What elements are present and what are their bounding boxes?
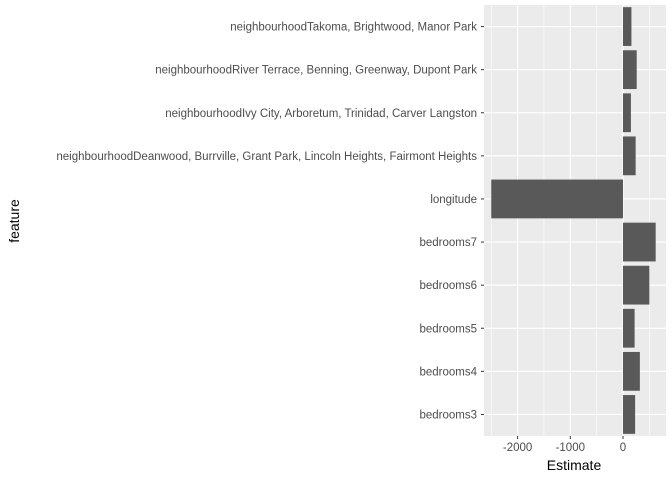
x-tick-label: -1000 <box>556 442 585 454</box>
bar-7 <box>623 93 631 133</box>
y-tick-label: neighbourhoodRiver Terrace, Benning, Gre… <box>155 65 477 77</box>
y-tick-label: neighbourhoodIvy City, Arboretum, Trinid… <box>165 108 477 120</box>
bar-2 <box>623 308 635 348</box>
bar-1 <box>623 351 640 391</box>
y-tick-label: neighbourhoodDeanwood, Burrville, Grant … <box>56 151 477 163</box>
x-tick-label: -2000 <box>503 442 532 454</box>
x-axis-title: Estimate <box>547 457 602 473</box>
bar-4 <box>623 222 656 262</box>
bar-5 <box>491 179 623 219</box>
y-axis-title: feature <box>6 199 22 243</box>
bar-0 <box>623 395 636 434</box>
bar-6 <box>623 136 636 176</box>
y-tick-label: bedrooms3 <box>419 409 477 421</box>
y-tick-label: bedrooms6 <box>419 280 477 292</box>
y-tick-label: neighbourhoodTakoma, Brightwood, Manor P… <box>230 22 477 34</box>
y-tick-label: bedrooms7 <box>419 237 477 249</box>
bar-3 <box>623 265 650 305</box>
y-tick-label: longitude <box>430 194 477 206</box>
bar-9 <box>623 7 632 46</box>
bar-8 <box>623 50 637 90</box>
y-tick-label: bedrooms5 <box>419 323 477 335</box>
y-axis: bedrooms3 bedrooms4 bedrooms5 bedrooms6 bedr… <box>56 22 484 421</box>
x-tick-label: 0 <box>620 442 626 454</box>
bars <box>491 7 656 434</box>
y-tick-label: bedrooms4 <box>419 366 477 378</box>
x-axis: -2000 -1000 0 <box>503 436 626 454</box>
